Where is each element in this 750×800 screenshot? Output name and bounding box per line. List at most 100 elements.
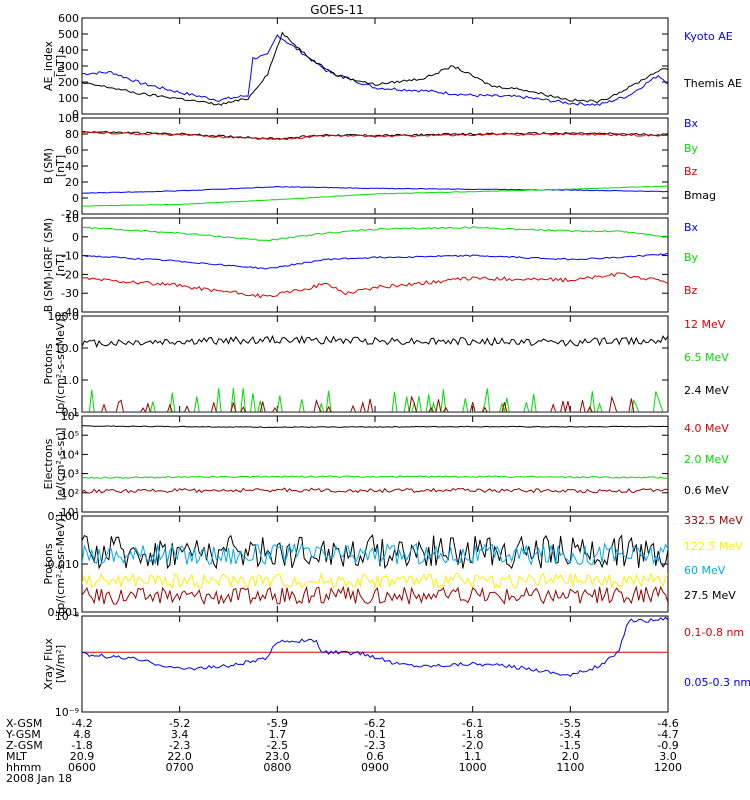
y-tick-label: 80 <box>65 128 79 141</box>
series-line-by <box>82 185 668 207</box>
ephemeris-value: 20.9 <box>70 750 95 763</box>
series-line-27-5-mev <box>82 585 668 606</box>
y-axis-label: [nT] <box>54 254 67 276</box>
ephemeris-value: -5.9 <box>267 717 288 730</box>
ephemeris-value: 0900 <box>361 761 389 774</box>
y-tick-label: 400 <box>58 44 79 57</box>
ephemeris-table: X-GSM -4.2 -5.2 -5.9 -6.2 -6.1 -5.5 -4.6 Y-GSM 4.… <box>5 717 682 785</box>
series-line-bx <box>82 185 668 194</box>
y-axis-label: Electrons <box>42 438 55 489</box>
y-axis-label: [W/m²] <box>54 645 67 683</box>
ephemeris-value: 2.0 <box>562 750 580 763</box>
ephemeris-value: 0.6 <box>366 750 384 763</box>
ephemeris-value: 0700 <box>166 761 194 774</box>
y-tick-label: 10⁵ <box>61 429 79 442</box>
panel-frame <box>81 615 669 713</box>
ephemeris-value: -5.2 <box>169 717 190 730</box>
ephemeris-value: 1.7 <box>269 728 287 741</box>
y-tick-label: 300 <box>58 60 79 73</box>
ephemeris-row-label: X-GSM <box>6 717 42 730</box>
y-tick-label: 0.001 <box>48 606 80 619</box>
legend-entry: Bx <box>684 117 699 130</box>
series-line-0-05-0-3-nm <box>82 616 668 677</box>
legend-entry: Bz <box>684 284 698 297</box>
ephemeris-value: 4.8 <box>73 728 91 741</box>
series-line-kyoto-ae <box>82 33 668 106</box>
y-tick-label: 0 <box>72 108 79 121</box>
y-axis-label: B (SM) <box>42 148 55 184</box>
plot-title: GOES-11 <box>310 3 364 17</box>
y-tick-label: 10 <box>65 212 79 225</box>
y-tick-label: 1.0 <box>62 374 80 387</box>
legend-entry: Kyoto AE <box>684 30 733 43</box>
panel-2: -40 -30 -20 -10 0 10 B (SM)-IGRF (SM) [nT] Bx By B… <box>42 212 699 319</box>
ephemeris-value: 1000 <box>459 761 487 774</box>
legend-entry: 2.0 MeV <box>684 453 729 466</box>
ephemeris-value: -2.3 <box>169 739 190 752</box>
y-tick-label: -20 <box>61 208 79 221</box>
legend-entry: By <box>684 142 699 155</box>
ephemeris-value: -0.9 <box>657 739 678 752</box>
y-tick-label: 100 <box>58 112 79 125</box>
y-tick-label: 20 <box>65 176 79 189</box>
legend-entry: Themis AE <box>683 77 742 90</box>
ephemeris-value: -0.1 <box>364 728 385 741</box>
y-tick-label: -30 <box>61 287 79 300</box>
legend-entry: 0.1-0.8 nm <box>684 626 744 639</box>
ephemeris-row-label: MLT <box>6 750 27 763</box>
legend-entry: 4.0 MeV <box>684 422 729 435</box>
ephemeris-value: -1.5 <box>560 739 581 752</box>
y-tick-label: 0.1 <box>62 406 80 419</box>
ephemeris-value: -3.4 <box>560 728 581 741</box>
ephemeris-value: 1.1 <box>464 750 482 763</box>
panel-5: 0.001 0.010 0.100 Protons [p/(cm²-s-sr-MeV)]… <box>42 510 743 619</box>
y-tick-label: 10² <box>61 487 79 500</box>
legend-entry: 122.5 MeV <box>684 540 743 553</box>
ephemeris-value: -6.1 <box>462 717 483 730</box>
ephemeris-value: -1.8 <box>462 728 483 741</box>
y-axis-label: Xray Flux <box>42 638 55 690</box>
y-tick-label: -40 <box>61 306 79 319</box>
legend-entry: 60 MeV <box>684 564 726 577</box>
panel-6: 10⁻⁹ 10⁻⁸ Xray Flux [W/m²] 0.1-0.8 nm 0.05-0.… <box>42 610 750 719</box>
ephemeris-value: 0800 <box>263 761 291 774</box>
y-axis-label: AE_index <box>42 40 55 91</box>
y-axis-label: B (SM)-IGRF (SM) <box>42 218 55 312</box>
series-line-bz <box>82 272 668 299</box>
legend-entry: 6.5 MeV <box>684 351 729 364</box>
series-line-2-0-mev <box>82 475 668 480</box>
legend-entry: Bx <box>684 221 699 234</box>
legend-entry: Bmag <box>684 189 716 202</box>
series-line-bz <box>82 131 668 141</box>
ephemeris-value: 1200 <box>654 761 682 774</box>
y-axis-label: Protons <box>42 543 55 584</box>
legend-entry: 0.05-0.3 nm <box>684 676 750 689</box>
ephemeris-value: 3.0 <box>659 750 677 763</box>
y-tick-label: -20 <box>61 268 79 281</box>
y-axis-label: [e/(cm²-s-sr)] <box>54 428 67 501</box>
panel-frame <box>81 217 669 313</box>
legend-entry: 332.5 MeV <box>684 514 743 527</box>
panel-0: 0 100 200 300 400 500 600 AE_index [nT] Kyoto AE T… <box>42 12 742 121</box>
series-line-2-4-mev <box>82 334 668 348</box>
ephemeris-row-label: hhmm <box>6 761 41 774</box>
legend-entry: By <box>684 251 699 264</box>
y-tick-label: 600 <box>58 12 79 25</box>
panel-frame <box>81 315 669 413</box>
panel-1: -20 0 20 40 60 80 100 B (SM) [nT] Bx By Bz Bmag <box>42 112 716 221</box>
ephemeris-value: -6.2 <box>364 717 385 730</box>
y-tick-label: -10 <box>61 250 79 263</box>
ephemeris-value: 23.0 <box>265 750 290 763</box>
series-line-0-6-mev <box>82 425 668 429</box>
ephemeris-value: -4.7 <box>657 728 678 741</box>
ephemeris-value: -5.5 <box>560 717 581 730</box>
y-tick-label: 10¹ <box>61 506 79 519</box>
ephemeris-value: -2.5 <box>267 739 288 752</box>
series-line-by <box>82 226 668 242</box>
y-axis-label: [p/(cm²-s-sr-MeV)] <box>54 314 67 414</box>
y-tick-label: 0.010 <box>48 558 80 571</box>
y-tick-label: 10⁻⁹ <box>55 706 79 719</box>
y-tick-label: 500 <box>58 28 79 41</box>
series-line-122-5-mev <box>82 571 668 590</box>
